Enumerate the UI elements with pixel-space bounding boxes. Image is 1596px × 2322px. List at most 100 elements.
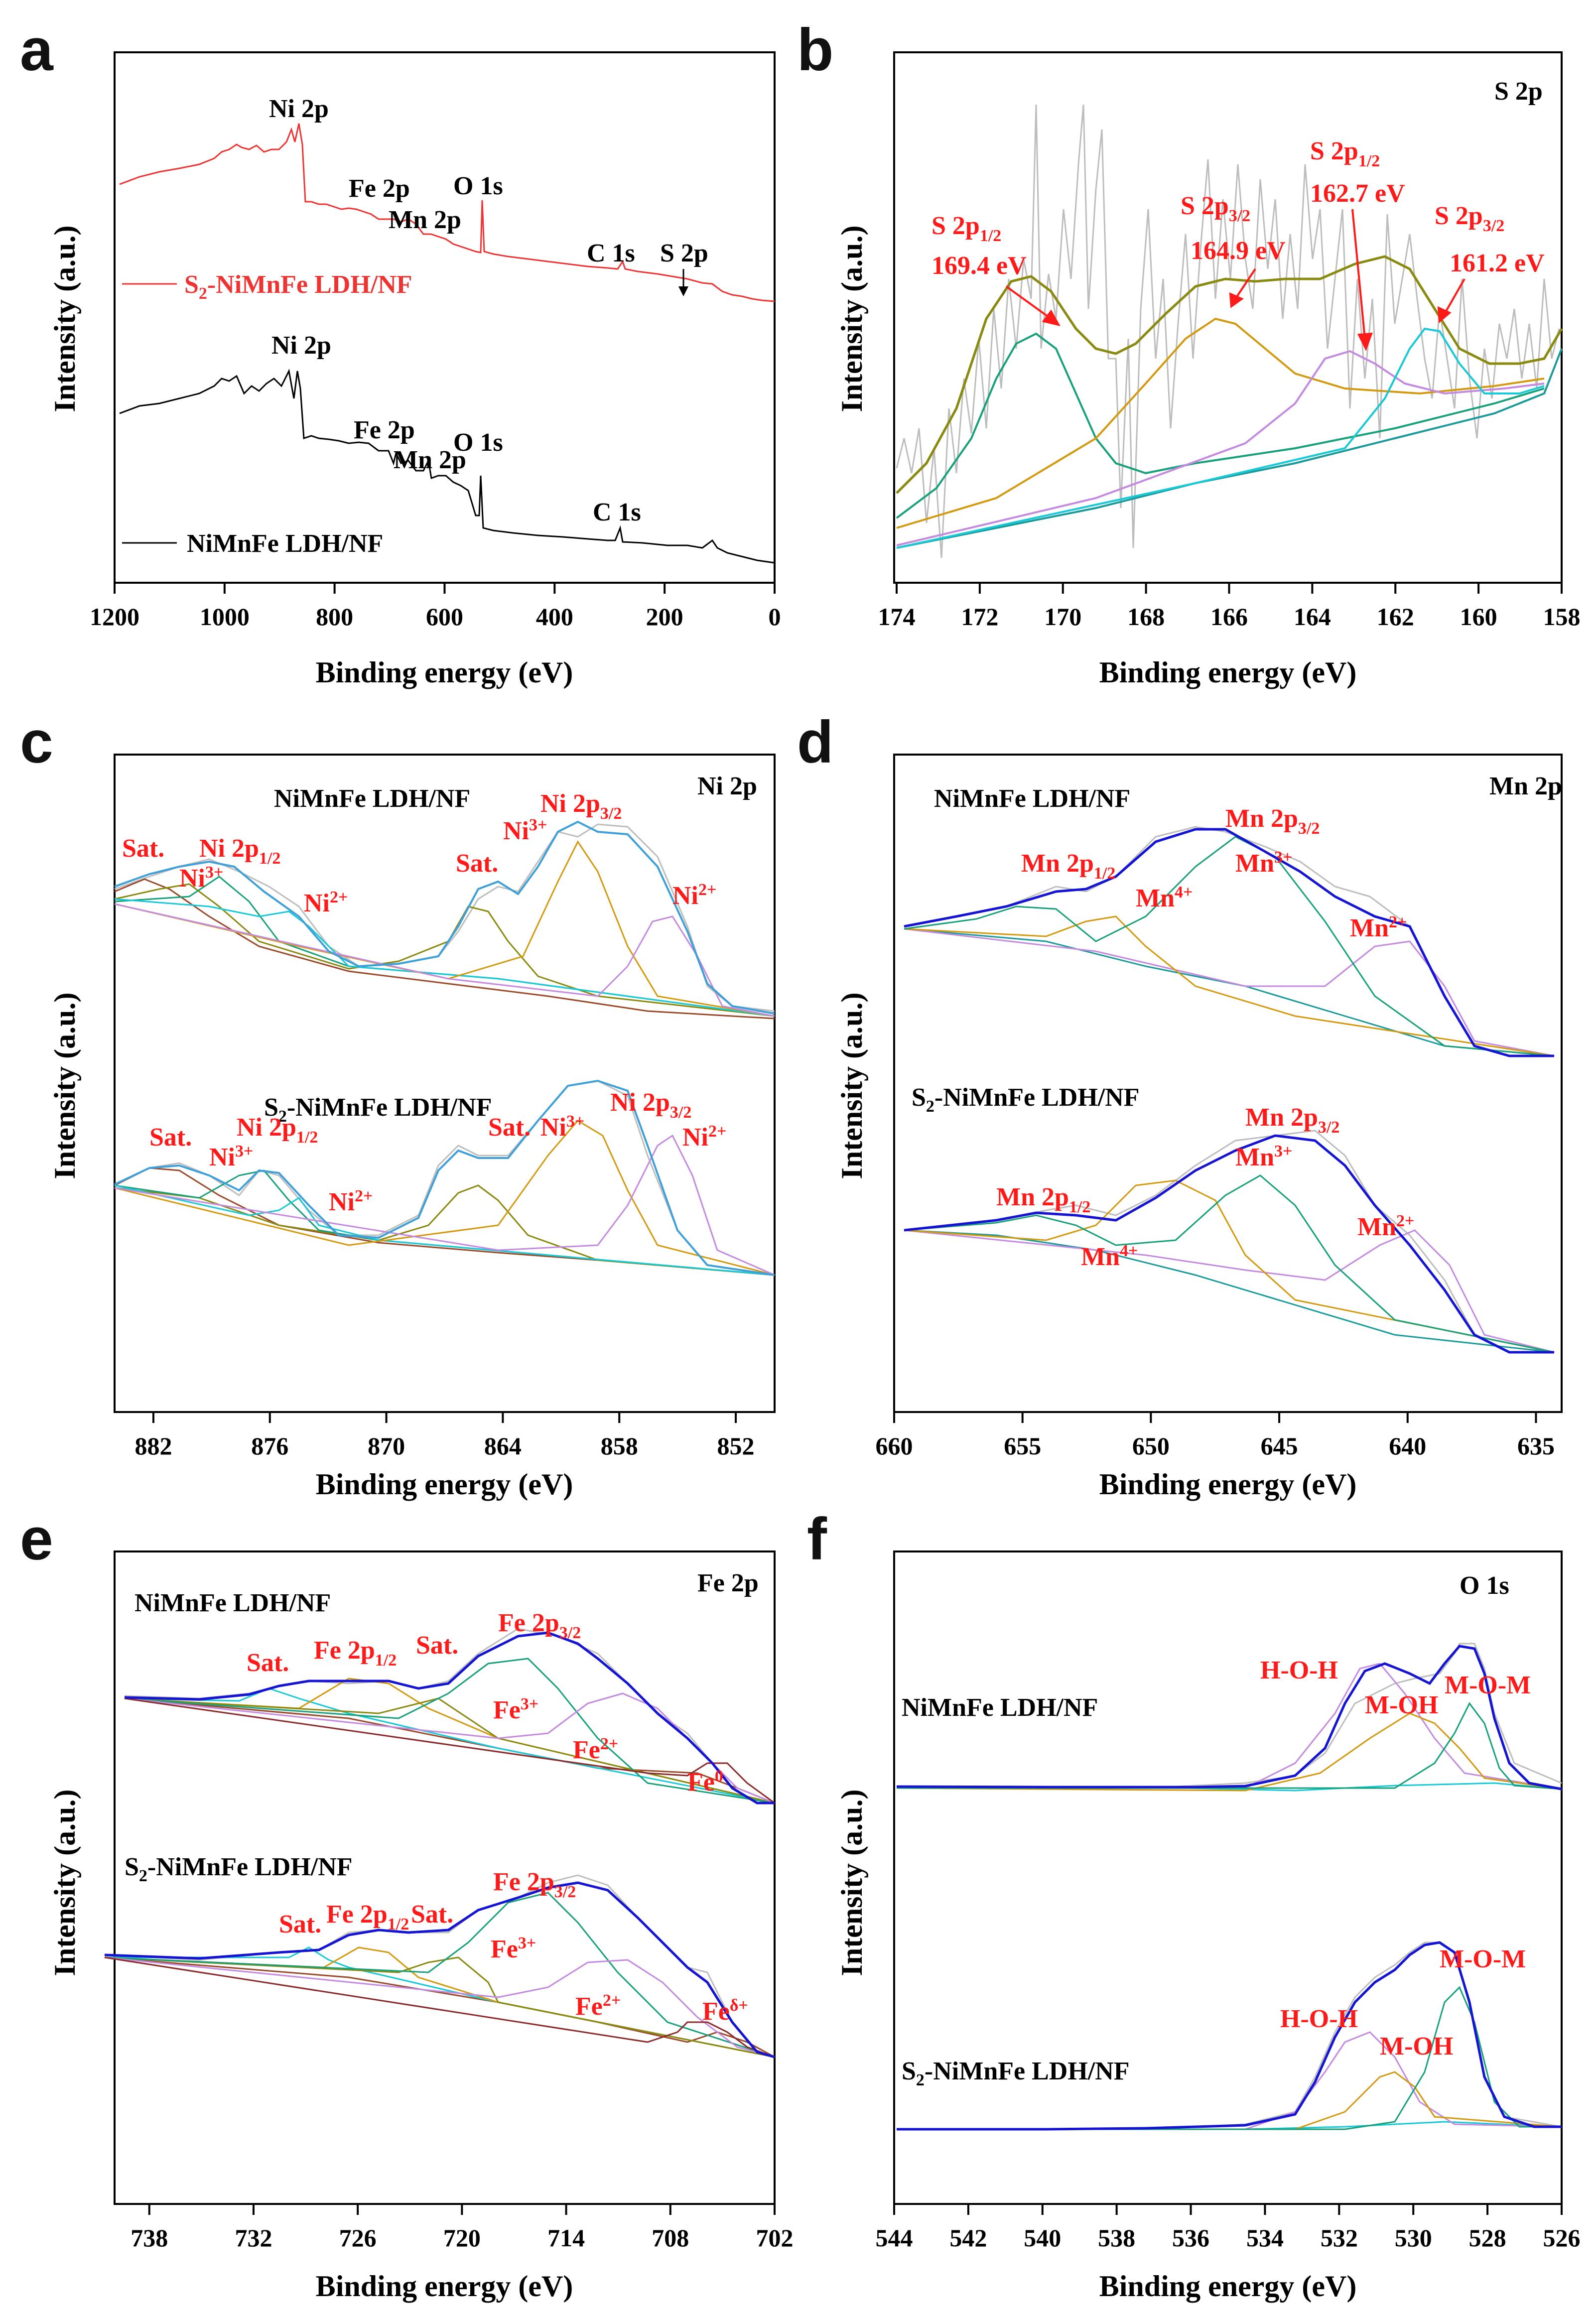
x-tick-label: 542 [949, 2224, 987, 2252]
d-title: Mn 2p [1489, 772, 1562, 800]
b-ann-4-label: S 2p3/2 [1435, 202, 1504, 235]
b-xlabel: Binding energy (eV) [1099, 656, 1357, 689]
x-tick-label: 708 [652, 2224, 689, 2252]
panel-letter-d: d [797, 709, 834, 775]
x-tick-label: 530 [1395, 2224, 1432, 2252]
x-tick-label: 162 [1377, 603, 1414, 631]
d-bot-labels: Mn 2p1/2 Mn4+ Mn 2p3/2 Mn3+ Mn2+ [996, 1103, 1414, 1271]
e-bot-fed: Feδ+ [702, 1996, 748, 2026]
c-bot-ni2p32: Ni 2p3/2 [610, 1088, 691, 1122]
a-bot-ni2p-label: Ni 2p [271, 331, 331, 360]
x-tick-label: 726 [339, 2224, 377, 2252]
c-bot-ni3a: Ni3+ [209, 1142, 253, 1171]
d-top-mn2p12: Mn 2p1/2 [1021, 849, 1115, 883]
b-arrows [1005, 209, 1465, 352]
a-top-c1s-label: C 1s [587, 239, 635, 267]
d-bot-mn2p12: Mn 2p1/2 [996, 1183, 1090, 1216]
f-xticks: 544 542 540 538 536 534 532 530 528 526 [876, 2204, 1581, 2252]
b-ylabel: Intensity (a.u.) [835, 225, 868, 412]
b-background [896, 348, 1563, 549]
c-top-ni2a: Ni2+ [304, 888, 348, 917]
b-annotations: S 2p1/2 169.4 eV S 2p3/2 164.9 eV S 2p1/… [931, 137, 1545, 280]
f-top-sample: NiMnFe LDH/NF [902, 1693, 1098, 1722]
x-tick-label: 714 [547, 2224, 585, 2252]
plot-frame-f [893, 1550, 1563, 2205]
x-tick-label: 0 [769, 603, 781, 631]
x-tick-label: 732 [235, 2224, 272, 2252]
d-top-mn2: Mn2+ [1350, 913, 1407, 942]
d-bot-mn3: Mn3+ [1235, 1142, 1292, 1171]
x-tick-label: 852 [717, 1432, 755, 1460]
f-top-curves [896, 1643, 1562, 1792]
x-tick-label: 720 [443, 2224, 481, 2252]
d-bot-curves [904, 1130, 1555, 1354]
legend-ldh-label: NiMnFe LDH/NF [187, 529, 383, 558]
plot-frame-b [893, 51, 1563, 584]
chart-b: S 2p S 2p1/2 169.4 eV S 2p3/2 164.9 eV S… [835, 51, 1581, 689]
c-ylabel: Intensity (a.u.) [48, 992, 81, 1179]
series-ldh-survey: Ni 2p Fe 2p Mn 2p O 1s C 1s NiMnFe LDH/N… [119, 331, 775, 564]
x-tick-label: 164 [1294, 603, 1331, 631]
x-tick-label: 536 [1172, 2224, 1209, 2252]
c-top-ni2b: Ni2+ [672, 881, 716, 910]
b-comp-169 [896, 332, 1545, 519]
f-bot-sample: S2-NiMnFe LDH/NF [902, 2057, 1130, 2089]
e-top-sample: NiMnFe LDH/NF [134, 1589, 331, 1617]
x-tick-label: 640 [1389, 1432, 1426, 1460]
c-bot-sat2: Sat. [488, 1113, 531, 1142]
c-bot-ni2p12: Ni 2p1/2 [237, 1113, 318, 1147]
x-tick-label: 1000 [200, 603, 250, 631]
panel-letter-c: c [20, 709, 53, 775]
f-ylabel: Intensity (a.u.) [835, 1789, 868, 1976]
x-tick-label: 702 [756, 2224, 794, 2252]
e-xlabel: Binding energy (eV) [316, 2270, 573, 2303]
f-xlabel: Binding energy (eV) [1099, 2270, 1357, 2303]
c-top-sample: NiMnFe LDH/NF [274, 784, 470, 813]
legend-s2-label: S2-NiMnFe LDH/NF [184, 270, 412, 303]
f-bot-hoh: H-O-H [1280, 2005, 1358, 2033]
b-comp-161 [896, 327, 1545, 549]
d-top-mn3: Mn3+ [1235, 848, 1292, 878]
x-tick-label: 882 [134, 1432, 172, 1460]
d-xlabel: Binding energy (eV) [1099, 1468, 1357, 1501]
f-title: O 1s [1460, 1571, 1509, 1600]
e-title: Fe 2p [697, 1569, 759, 1597]
a-xlabel: Binding energy (eV) [316, 656, 573, 689]
a-bot-o1s-label: O 1s [453, 428, 503, 457]
x-tick-label: 870 [368, 1432, 405, 1460]
c-xticks: 882 876 870 864 858 852 [134, 1412, 755, 1460]
chart-e: Fe 2p NiMnFe LDH/NF Sat. Fe 2p1/2 Sat. F… [48, 1550, 794, 2303]
chart-c: Ni 2p NiMnFe LDH/NF Sat. Ni3+ Ni 2p1/2 N… [48, 754, 776, 1501]
c-bot-curves [114, 1079, 775, 1276]
a-top-ni2p-label: Ni 2p [269, 95, 329, 123]
c-top-ni3a: Ni3+ [179, 863, 223, 893]
e-bot-sample: S2-NiMnFe LDH/NF [125, 1853, 353, 1885]
a-top-mn2p-label: Mn 2p [389, 206, 461, 234]
b-ann-2-energy: 164.9 eV [1191, 237, 1286, 265]
x-tick-label: 540 [1024, 2224, 1061, 2252]
x-tick-label: 660 [876, 1432, 913, 1460]
panel-letter-e: e [20, 1506, 53, 1572]
d-xticks: 660 655 650 645 640 635 [876, 1412, 1555, 1460]
x-tick-label: 158 [1543, 603, 1581, 631]
c-bot-ni2b: Ni2+ [682, 1122, 726, 1152]
e-bot-sat2: Sat. [411, 1900, 453, 1929]
c-top-curves [114, 820, 775, 1020]
e-top-fe3: Fe3+ [493, 1695, 538, 1724]
e-bot-fe3: Fe3+ [491, 1934, 536, 1963]
b-envelope [896, 255, 1563, 494]
x-tick-label: 650 [1132, 1432, 1170, 1460]
a-top-s2p-label: S 2p [660, 239, 708, 267]
x-tick-label: 876 [251, 1432, 288, 1460]
f-bot-mom: M-O-M [1440, 1945, 1526, 1973]
x-tick-label: 1200 [90, 603, 139, 631]
e-bot-labels: Sat. Fe 2p1/2 Sat. Fe 2p3/2 Fe3+ Fe2+ Fe… [279, 1868, 748, 2026]
a-top-o1s-label: O 1s [453, 172, 503, 200]
c-bot-sample: S2-NiMnFe LDH/NF [264, 1093, 492, 1126]
c-bot-ni2a: Ni2+ [329, 1187, 373, 1216]
b-ann-3-energy: 162.7 eV [1310, 179, 1405, 208]
s2-survey-line [119, 123, 775, 302]
a-bot-c1s-label: C 1s [593, 498, 641, 526]
x-tick-label: 858 [601, 1432, 638, 1460]
x-tick-label: 544 [876, 2224, 913, 2252]
